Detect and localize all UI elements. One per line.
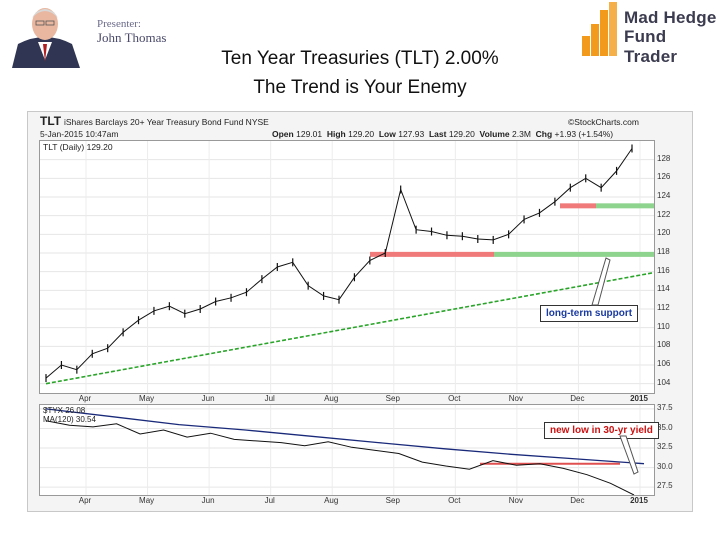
price-y-tick: 128 (657, 153, 671, 163)
tyx-legend: $TYX 26.08 (43, 406, 86, 415)
low-value: 127.93 (398, 129, 425, 139)
yield-y-tick: 32.5 (657, 442, 673, 451)
ticker: TLT (40, 114, 62, 128)
price-x-tick: Jul (264, 394, 275, 403)
presenter-name: John Thomas (97, 30, 167, 45)
yield-x-tick: Sep (385, 496, 400, 505)
quote-date: 5-Jan-2015 10:47am (40, 129, 119, 139)
chg-label: Chg (535, 129, 553, 139)
price-y-tick: 114 (657, 284, 670, 294)
price-y-tick: 108 (657, 340, 671, 350)
yield-y-tick: 37.5 (657, 402, 673, 412)
price-x-tick: Dec (570, 394, 585, 403)
slide-title: Ten Year Treasuries (TLT) 2.00% The Tren… (120, 44, 600, 102)
last-label: Last (428, 129, 447, 139)
price-y-tick: 118 (657, 247, 670, 256)
presenter-label: Presenter: (97, 18, 141, 30)
logo-line2: Fund Trader (624, 27, 678, 66)
support-zone-2 (596, 203, 654, 209)
daily-legend: TLT (Daily) 129.20 (43, 142, 113, 152)
volume-value: 2.3M (512, 129, 531, 139)
fund-name: iShares Barclays 20+ Year Treasury Bond … (64, 117, 269, 127)
price-x-tick: May (139, 394, 155, 403)
support-annotation: long-term support (540, 305, 639, 322)
title-line2: The Trend is Your Enemy (253, 77, 467, 98)
yield-x-tick: Apr (78, 496, 92, 505)
price-x-tick: 2015 (630, 394, 648, 403)
high-value: 129.20 (348, 129, 375, 139)
yield-x-tick: May (139, 496, 155, 505)
new-low-annotation: new low in 30-yr yield (544, 422, 659, 439)
tyx-yield-line (45, 420, 635, 495)
quote-strip: Open 129.01 High 129.20 Low 127.93 Last … (272, 129, 613, 139)
yield-y-tick: 35.0 (657, 422, 673, 432)
yield-x-tick: Dec (570, 496, 585, 505)
open-value: 129.01 (296, 129, 323, 139)
price-y-tick: 120 (657, 228, 671, 238)
ma120-line (45, 408, 645, 465)
yield-x-tick: Aug (324, 496, 339, 505)
yield-chart-svg (40, 405, 654, 495)
support-zone (494, 251, 654, 257)
chg-value: +1.93 (+1.54%) (554, 129, 614, 139)
long-term-support-line (45, 271, 654, 385)
yield-y-tick: 27.5 (657, 481, 673, 491)
price-y-tick: 116 (657, 265, 670, 275)
high-label: High (326, 129, 346, 139)
price-y-tick: 106 (657, 359, 671, 368)
yield-x-tick: 2015 (630, 496, 648, 505)
tlt-price-line (45, 148, 633, 379)
price-x-tick: Apr (78, 394, 92, 403)
yield-y-tick: 30.0 (657, 461, 673, 471)
price-panel: TLT (Daily) 129.20 (39, 140, 655, 394)
presenter-photo (2, 0, 88, 68)
title-line1: Ten Year Treasuries (TLT) 2.00% (221, 48, 499, 69)
logo-line1: Mad Hedge (624, 8, 717, 27)
price-y-tick: 124 (657, 191, 671, 200)
price-x-tick: Sep (385, 394, 400, 403)
open-label: Open (272, 129, 294, 139)
bar-chart-logo-icon (582, 2, 617, 56)
yield-x-tick: Jul (264, 496, 275, 505)
price-x-tick: Jun (201, 394, 215, 403)
resistance-zone (370, 251, 494, 257)
yield-x-tick: Oct (448, 496, 461, 505)
yield-panel: $TYX 26.08 MA(120) 30.54 (39, 404, 655, 496)
price-y-tick: 112 (657, 303, 670, 312)
resistance-zone-2 (560, 203, 596, 209)
low-label: Low (378, 129, 396, 139)
price-y-tick: 122 (657, 209, 671, 219)
yield-x-tick: Nov (508, 496, 524, 505)
ma-legend: MA(120) 30.54 (43, 415, 96, 424)
last-value: 129.20 (448, 129, 475, 139)
price-y-tick: 104 (657, 377, 671, 387)
price-y-tick: 110 (657, 321, 670, 331)
price-chart-svg (40, 141, 654, 393)
source-credit: ©StockCharts.com (568, 117, 639, 127)
volume-label: Volume (479, 129, 510, 139)
price-x-tick: Oct (448, 394, 461, 403)
price-y-tick: 126 (657, 172, 671, 182)
price-x-tick: Aug (324, 394, 339, 403)
price-x-tick: Nov (508, 394, 524, 403)
mad-hedge-logo: Mad Hedge Fund Trader (580, 0, 720, 66)
presenter-block: Presenter: John Thomas (0, 0, 180, 70)
yield-x-tick: Jun (201, 496, 215, 505)
